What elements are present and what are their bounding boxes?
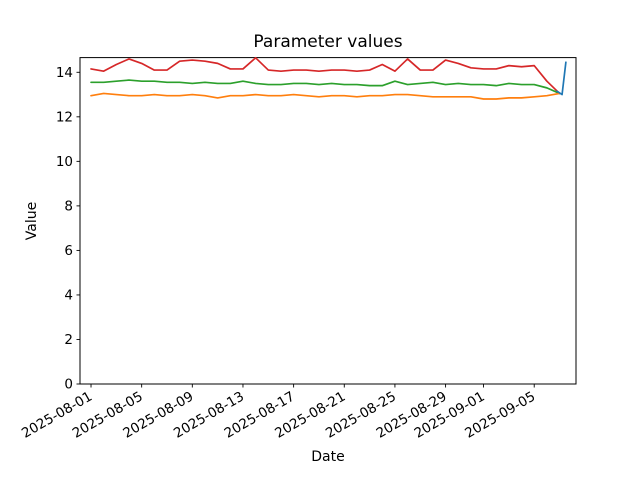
line-series-green: [90, 79, 561, 95]
y-tick-label: 14: [56, 65, 73, 81]
line-series-orange: [90, 92, 561, 100]
y-tick-label: 0: [64, 377, 73, 393]
line-series-blue: [556, 61, 567, 96]
x-axis-label: Date: [311, 449, 344, 465]
y-axis-label: Value: [24, 202, 40, 240]
y-tick-label: 12: [56, 109, 73, 125]
y-tick-label: 4: [64, 287, 73, 303]
chart-title: Parameter values: [253, 32, 402, 52]
y-tick-label: 2: [64, 332, 73, 348]
axes-frame: [79, 57, 577, 385]
plot-area: 024681012142025-08-012025-08-052025-08-0…: [19, 56, 577, 442]
y-tick-label: 10: [56, 154, 73, 170]
line-series-red: [90, 56, 561, 95]
y-tick-label: 6: [64, 243, 73, 259]
y-tick-label: 8: [64, 198, 73, 214]
